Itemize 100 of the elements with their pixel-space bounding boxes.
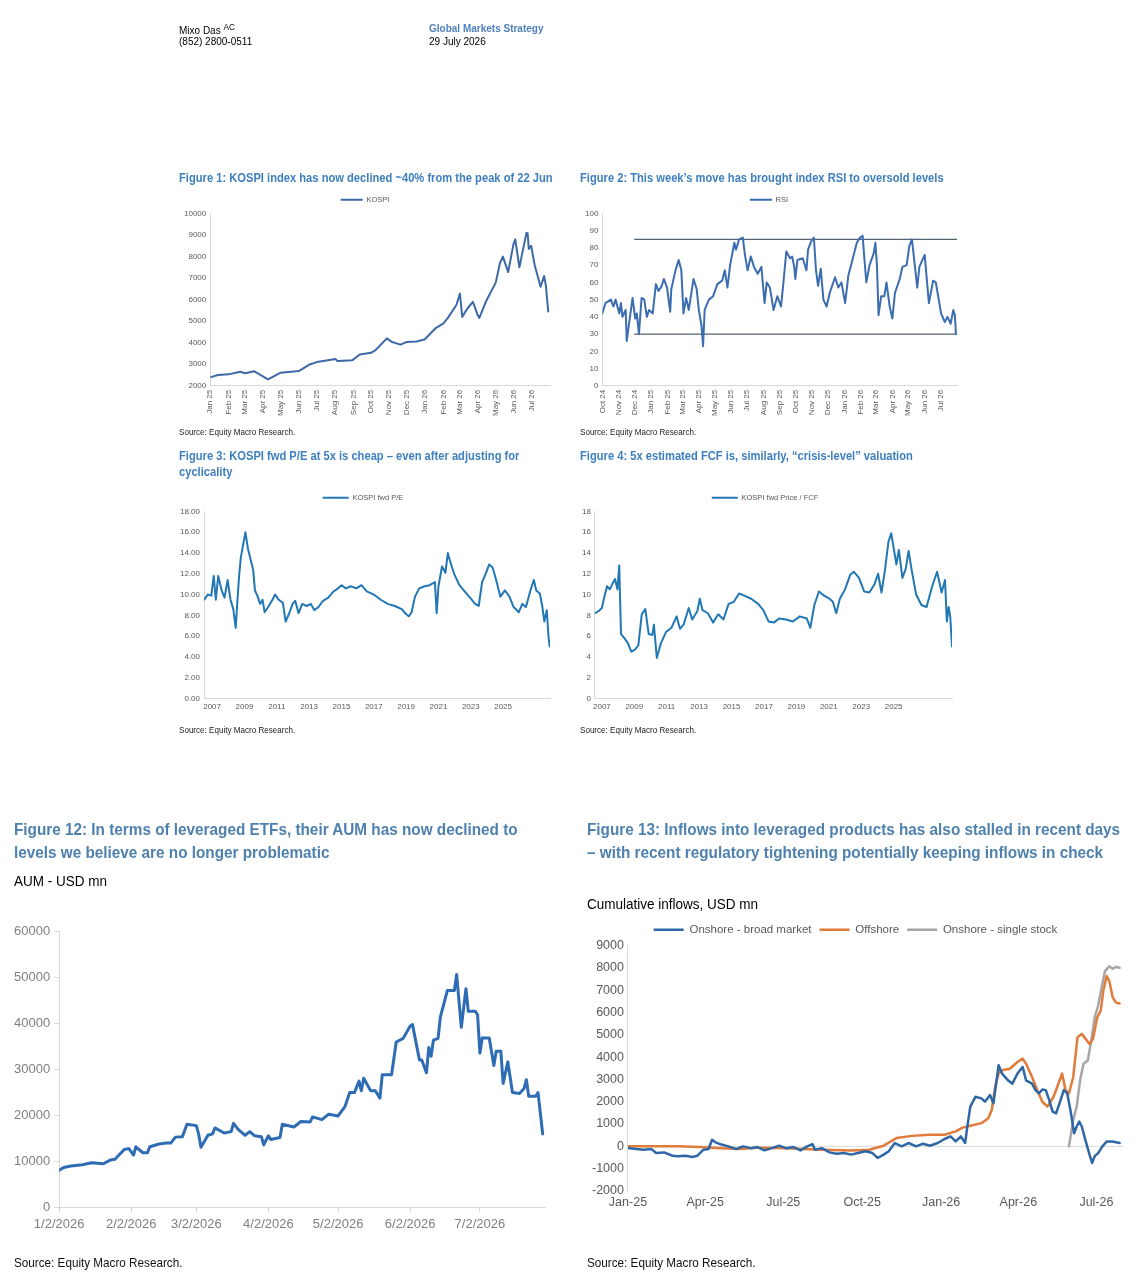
x-tick-label: Feb 25 [662,389,672,415]
x-tick-label: Dec 24 [629,389,639,416]
x-tick-label: 2025 [884,702,904,712]
x-tick-label: Aug 25 [758,389,768,416]
chart-title: Figure 4: 5x estimated FCF is, similarly, “crisis-level” valuation [580,449,913,465]
y-tick-label: 10.00 [179,589,201,599]
y-tick-label: 4 [586,652,592,662]
x-tick-label: 2013 [690,702,709,712]
x-tick-label: Jun 26 [919,389,929,414]
y-tick-label: 50 [589,294,599,304]
y-tick-label: 7000 [596,982,625,997]
y-tick-label: 2000 [596,1094,625,1109]
x-tick-label: Sep 25 [348,389,358,416]
x-tick-label: Feb 26 [856,389,866,415]
y-axis-title: AUM - USD mn [14,871,108,891]
x-tick-label: 2015 [332,702,351,712]
y-tick-label: 2000 [188,380,207,390]
source-note: Source: Equity Macro Research. [580,724,697,737]
y-tick-label: 60000 [13,923,51,939]
y-tick-label: 6000 [188,294,207,304]
x-tick-label: May 26 [491,389,501,416]
x-tick-label: 4/2/2026 [243,1215,294,1231]
x-tick-label: Jul 25 [742,389,752,412]
x-tick-label: Dec 25 [402,389,412,416]
y-tick-label: 60 [589,277,599,287]
y-tick-label: 0 [617,1138,625,1153]
y-tick-label: 10 [589,363,599,373]
y-tick-label: 6000 [596,1004,625,1019]
y-tick-label: 2.00 [184,672,201,682]
x-tick-label: 2011 [658,702,676,712]
x-tick-label: Jan 25 [646,389,656,414]
y-tick-label: 20000 [13,1107,51,1123]
x-tick-label: Jul-26 [1079,1194,1114,1209]
text: (852) 2800-0511 [179,35,253,48]
y-tick-label: 70 [589,260,599,270]
text: 29 July 2026 [429,35,486,48]
x-tick-label: Jun 25 [726,389,736,414]
x-tick-label: 2007 [203,702,222,712]
x-tick-label: 1/2/2026 [33,1215,85,1231]
y-tick-label: 0 [586,693,592,703]
chart-title: Figure 3: KOSPI fwd P/E at 5x is cheap – even after adjusting for cyclicality [179,449,521,481]
x-tick-label: Jun 26 [509,389,519,414]
y-tick-label: 12 [581,569,592,578]
y-tick-label: 9000 [188,230,207,240]
y-tick-label: 4.00 [184,652,201,662]
y-tick-label: 9000 [596,937,625,952]
y-tick-label: 5000 [188,316,207,326]
y-tick-label: 8.00 [184,610,201,620]
y-tick-label: 0.00 [184,693,201,703]
x-tick-label: 7/2/2026 [454,1215,506,1231]
x-tick-label: Jan 26 [839,389,849,414]
y-tick-label: 5000 [596,1027,625,1042]
y-tick-label: 10000 [13,1153,51,1169]
x-tick-label: Oct 25 [366,389,376,414]
y-tick-label: 14.00 [179,548,201,558]
y-tick-label: 40000 [13,1015,51,1031]
x-tick-label: May 26 [903,389,913,416]
x-tick-label: Nov 25 [807,389,817,416]
y-tick-label: 3000 [188,359,207,369]
y-tick-label: 16 [581,527,592,537]
legend-label: Onshore - broad market [689,922,813,935]
source-note: Source: Equity Macro Research. [179,426,296,439]
x-tick-label: Oct-25 [843,1194,881,1209]
x-tick-label: 2015 [722,702,741,712]
y-tick-label: 3000 [596,1071,625,1086]
y-tick-label: 8 [586,610,592,620]
y-tick-label: 20 [589,346,599,356]
x-tick-label: Sep 25 [775,389,785,416]
x-tick-label: Mar 26 [871,389,881,415]
y-tick-label: 50000 [13,969,51,985]
x-tick-label: Jul-25 [766,1194,801,1209]
x-tick-label: Jul 25 [312,389,322,412]
y-tick-label: 12.00 [179,569,201,578]
x-tick-label: 6/2/2026 [384,1215,436,1231]
x-tick-label: 2009 [235,702,254,712]
x-tick-label: 2023 [852,702,871,712]
x-tick-label: Oct 25 [791,389,801,414]
chart-title: Figure 12: In terms of leveraged ETFs, their AUM has now declined to levels we believe are no longer problematic [14,819,519,864]
source-note: Source: Equity Macro Research. [587,1255,756,1272]
x-tick-label: 3/2/2026 [171,1215,222,1231]
legend-label: Onshore - single stock [942,922,1058,935]
source-note: Source: Equity Macro Research. [14,1255,183,1272]
y-tick-label: 0 [42,1198,51,1214]
x-tick-label: 2013 [300,702,319,712]
x-tick-label: 2009 [625,702,644,712]
x-tick-label: 2019 [787,702,806,712]
y-tick-label: 18 [581,506,592,516]
x-tick-label: Mar 26 [455,389,465,415]
y-tick-label: 100 [584,208,599,218]
y-tick-label: 30 [589,329,599,339]
y-tick-label: 16.00 [179,527,201,537]
y-axis-title: Cumulative inflows, USD mn [587,894,759,914]
source-note: Source: Equity Macro Research. [580,426,697,439]
x-tick-label: 2021 [429,702,448,712]
x-tick-label: Mar 25 [677,389,687,415]
y-tick-label: 1000 [596,1116,625,1131]
x-tick-label: Aug 25 [330,389,340,416]
y-tick-label: 14 [581,548,592,558]
x-tick-label: Apr-26 [999,1194,1038,1209]
y-tick-label: 30000 [13,1061,51,1077]
